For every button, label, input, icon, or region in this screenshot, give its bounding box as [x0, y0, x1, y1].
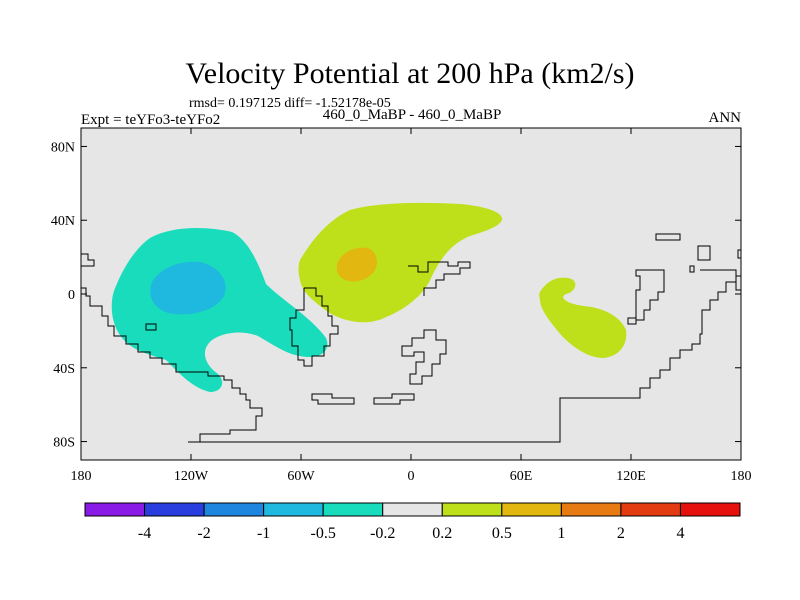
- south-america-coastline: [289, 287, 339, 367]
- stats-text: rmsd= 0.197125 diff= -1.52178e-05: [189, 96, 391, 111]
- coastlines: [81, 233, 742, 443]
- colorbar-swatch: [263, 502, 324, 517]
- x-tick-label: 180: [71, 469, 92, 484]
- positive-core: [336, 247, 377, 282]
- season-label: ANN: [709, 110, 742, 126]
- y-tick-label: 40N: [51, 214, 75, 229]
- x-tick-label: 0: [408, 469, 415, 484]
- y-tick-label: 80N: [51, 140, 75, 155]
- island-outline-1: [401, 329, 447, 385]
- positive-anomaly-atlantic: [298, 202, 503, 323]
- y-tick-label: 0: [68, 288, 75, 303]
- colorbar-label: 1: [557, 525, 565, 542]
- colorbar-label: -0.2: [370, 525, 395, 542]
- colorbar-swatch: [203, 502, 265, 517]
- colorbar-swatch: [679, 502, 741, 517]
- colorbar-label: 2: [617, 525, 625, 542]
- x-tick-label: 60W: [287, 469, 315, 484]
- contour-fills: [111, 202, 627, 392]
- colorbar-swatch: [84, 502, 146, 517]
- colorbar-label: -1: [257, 525, 270, 542]
- subtitle: 460_0_MaBP - 460_0_MaBP: [323, 107, 502, 123]
- colorbar-label: -0.5: [311, 525, 336, 542]
- colorbar-swatch: [560, 502, 622, 517]
- positive-anomaly-east: [539, 277, 627, 358]
- colorbar: -4 -2 -1 -0.5 -0.2 0.2 0.5 1 2 4: [84, 502, 741, 542]
- x-tick-label: 120E: [616, 469, 646, 484]
- colorbar-swatch: [382, 502, 443, 517]
- x-tick-label: 60E: [510, 469, 533, 484]
- colorbar-swatch: [322, 502, 384, 517]
- negative-core: [150, 261, 226, 315]
- x-tick-label: 180: [731, 469, 752, 484]
- x-axis: 180 120W 60W 0 60E 120E 180: [71, 128, 752, 484]
- colorbar-swatch: [144, 502, 205, 517]
- africa-coastline: [408, 261, 471, 296]
- colorbar-label: 0.2: [432, 525, 452, 542]
- western-coast: [81, 287, 96, 307]
- chart-title: Velocity Potential at 200 hPa (km2/s): [185, 57, 634, 90]
- colorbar-label: -2: [197, 525, 210, 542]
- colorbar-swatch: [501, 502, 562, 517]
- colorbar-swatch: [441, 502, 503, 517]
- colorbar-label: 4: [676, 525, 684, 542]
- x-tick-label: 120W: [174, 469, 209, 484]
- y-axis: 80N 40N 0 40S 80S: [51, 140, 741, 451]
- experiment-label: Expt = teYFo3-teYFo2: [81, 112, 220, 128]
- colorbar-label: -4: [138, 525, 151, 542]
- western-island: [81, 253, 95, 267]
- asia-coastline-east: [627, 233, 742, 325]
- colorbar-swatch: [620, 502, 681, 517]
- pacific-island: [145, 323, 157, 331]
- colorbar-label: 0.5: [492, 525, 512, 542]
- antarctica-coastline: [188, 275, 741, 443]
- y-tick-label: 40S: [53, 362, 75, 377]
- y-tick-label: 80S: [53, 436, 75, 451]
- central-america-coastline: [96, 305, 256, 409]
